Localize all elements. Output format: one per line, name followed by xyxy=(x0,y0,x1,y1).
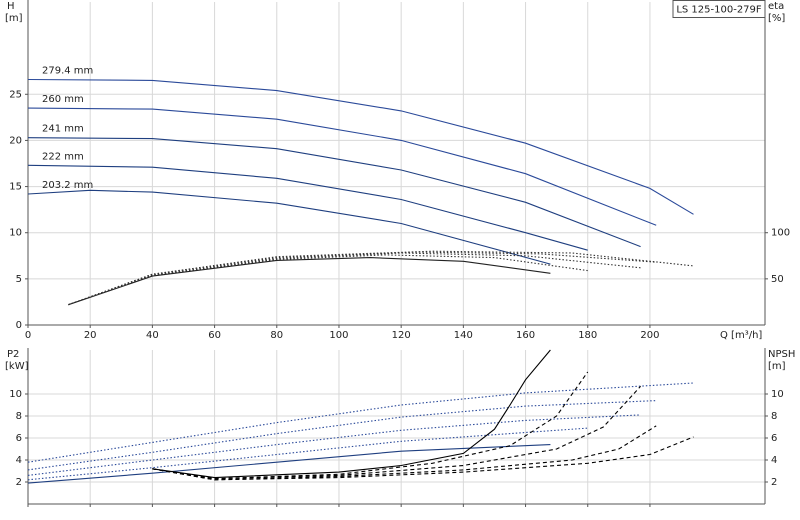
curve xyxy=(68,252,641,306)
y-tick-label: 2 xyxy=(16,477,22,488)
curve-label: 241 mm xyxy=(42,124,84,135)
y2-tick-label: 4 xyxy=(771,455,777,466)
y2-tick-label: 8 xyxy=(771,411,777,422)
x-tick-label: 120 xyxy=(392,330,411,341)
y2-tick-label: 10 xyxy=(771,389,784,400)
y-tick-label: 20 xyxy=(9,135,22,146)
y2-axis-label: eta xyxy=(768,1,784,12)
curve xyxy=(152,385,642,480)
x-tick-label: 0 xyxy=(25,330,31,341)
curve xyxy=(27,78,694,215)
curve xyxy=(68,254,588,306)
y-tick-label: 8 xyxy=(16,411,22,422)
x-tick-label: 140 xyxy=(454,330,473,341)
y-tick-label: 5 xyxy=(16,274,22,285)
curve xyxy=(152,349,551,479)
curve xyxy=(68,250,694,306)
x-tick-label: 80 xyxy=(270,330,283,341)
x-tick-label: 20 xyxy=(84,330,97,341)
title-box xyxy=(672,0,766,18)
curve xyxy=(152,425,657,481)
y-tick-label: 10 xyxy=(9,389,22,400)
y2-axis-unit: [m] xyxy=(768,361,786,372)
y-tick-label: 15 xyxy=(9,182,22,193)
y-tick-label: 10 xyxy=(9,228,22,239)
y-axis-label: H xyxy=(7,1,15,12)
curve-label: 260 mm xyxy=(42,94,84,105)
x-tick-label: 60 xyxy=(208,330,221,341)
x-tick-label: 40 xyxy=(146,330,159,341)
curve xyxy=(27,107,657,226)
curve xyxy=(27,444,551,484)
curve xyxy=(27,137,641,248)
x-axis-label: Q [m³/h] xyxy=(720,330,762,341)
x-tick-label: 200 xyxy=(640,330,659,341)
curve xyxy=(27,164,588,251)
y-axis-label: P2 xyxy=(7,349,19,360)
curve xyxy=(152,371,589,480)
chart-title: LS 125-100-279F xyxy=(676,5,762,16)
y2-tick-label: 2 xyxy=(771,477,777,488)
curve xyxy=(27,427,588,481)
y-axis-unit: [kW] xyxy=(5,361,29,372)
curve xyxy=(68,257,551,306)
curve xyxy=(152,436,694,481)
y-tick-label: 0 xyxy=(16,320,22,331)
y2-axis-unit: [%] xyxy=(768,13,785,24)
y-axis-unit: [m] xyxy=(5,13,23,24)
x-tick-label: 160 xyxy=(516,330,535,341)
x-tick-label: 180 xyxy=(578,330,597,341)
y-tick-label: 4 xyxy=(16,455,22,466)
y-tick-label: 25 xyxy=(9,89,22,100)
y2-tick-label: 50 xyxy=(771,274,784,285)
curve-label: 222 mm xyxy=(42,151,84,162)
y2-axis-label: NPSH xyxy=(768,349,795,360)
y-tick-label: 6 xyxy=(16,433,22,444)
curve xyxy=(27,189,551,265)
y2-tick-label: 6 xyxy=(771,433,777,444)
x-tick-label: 100 xyxy=(329,330,348,341)
curve-label: 279.4 mm xyxy=(42,66,93,77)
curve-label: 203.2 mm xyxy=(42,180,93,191)
y2-tick-label: 100 xyxy=(771,228,790,239)
